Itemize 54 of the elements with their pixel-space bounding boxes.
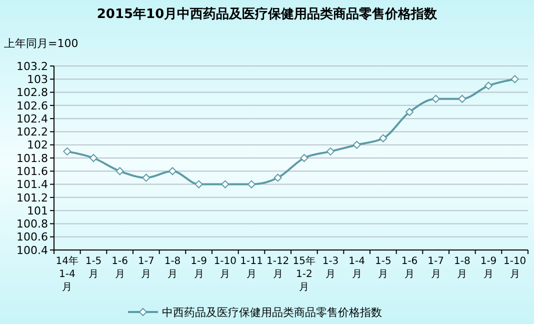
x-tick-label: 15年 1-2 月: [292, 255, 316, 293]
point: [142, 174, 150, 182]
point: [63, 147, 72, 156]
y-tick-label: 100.6: [16, 230, 48, 244]
y-tick-label: 101: [27, 204, 48, 218]
x-tick-label: 1-5 月: [85, 256, 102, 280]
y-tick-label: 101.4: [16, 178, 48, 192]
chart-title: 2015年10月中西药品及医疗保健用品类商品零售价格指数: [96, 6, 438, 22]
x-tick-label: 1-9 月: [480, 256, 497, 280]
legend-label: 中西药品及医疗保健用品类商品零售价格指数: [162, 306, 382, 319]
point: [221, 180, 230, 188]
x-tick-label: 14年 1-4 月: [56, 255, 79, 293]
x-tick-label: 1-3 月: [322, 256, 339, 280]
y-tick-label: 103.2: [16, 60, 48, 73]
y-tick-label: 101.8: [16, 152, 48, 165]
point: [406, 108, 414, 116]
point: [484, 82, 492, 90]
x-tick-label: 1-10 月: [214, 256, 237, 280]
y-tick-label: 102.2: [16, 126, 48, 139]
x-tick-label: 1-4 月: [348, 256, 366, 280]
point: [379, 134, 388, 142]
y-tick-label: 102.8: [16, 86, 48, 100]
point: [274, 174, 282, 182]
x-tick-label: 1-9 月: [190, 256, 208, 280]
y-axis-title: 上年同月=100: [4, 37, 78, 50]
point: [352, 140, 361, 149]
y-tick-label: 103: [27, 72, 48, 86]
y-tick-label: 100.8: [16, 218, 48, 231]
point: [300, 154, 308, 162]
y-tick-label: 102: [27, 138, 48, 152]
point: [458, 94, 466, 103]
point: [90, 154, 98, 162]
point: [116, 167, 124, 176]
point: [510, 75, 519, 84]
x-tick-label: 1-8 月: [454, 256, 470, 280]
x-tick-label: 1-7 月: [138, 256, 154, 280]
y-tick-label: 102.4: [16, 112, 48, 126]
point: [194, 180, 203, 188]
point: [168, 167, 176, 176]
x-tick-label: 1-10 月: [503, 256, 526, 280]
x-tick-label: 1-7 月: [428, 256, 444, 280]
x-tick-label: 1-6 月: [112, 256, 128, 280]
y-tick-label: 102.6: [16, 99, 48, 112]
y-tick-label: 100.4: [16, 244, 48, 257]
x-tick-label: 1-11 月: [240, 256, 263, 280]
point: [432, 94, 440, 103]
x-tick-label: 1-6 月: [401, 256, 418, 280]
x-tick-label: 1-12 月: [266, 256, 290, 280]
point: [326, 147, 334, 156]
x-tick-label: 1-5 月: [374, 256, 392, 280]
point: [248, 180, 256, 188]
x-tick-label: 1-8 月: [164, 256, 181, 280]
y-tick-label: 101.6: [16, 164, 48, 178]
y-tick-label: 101.2: [16, 191, 48, 204]
